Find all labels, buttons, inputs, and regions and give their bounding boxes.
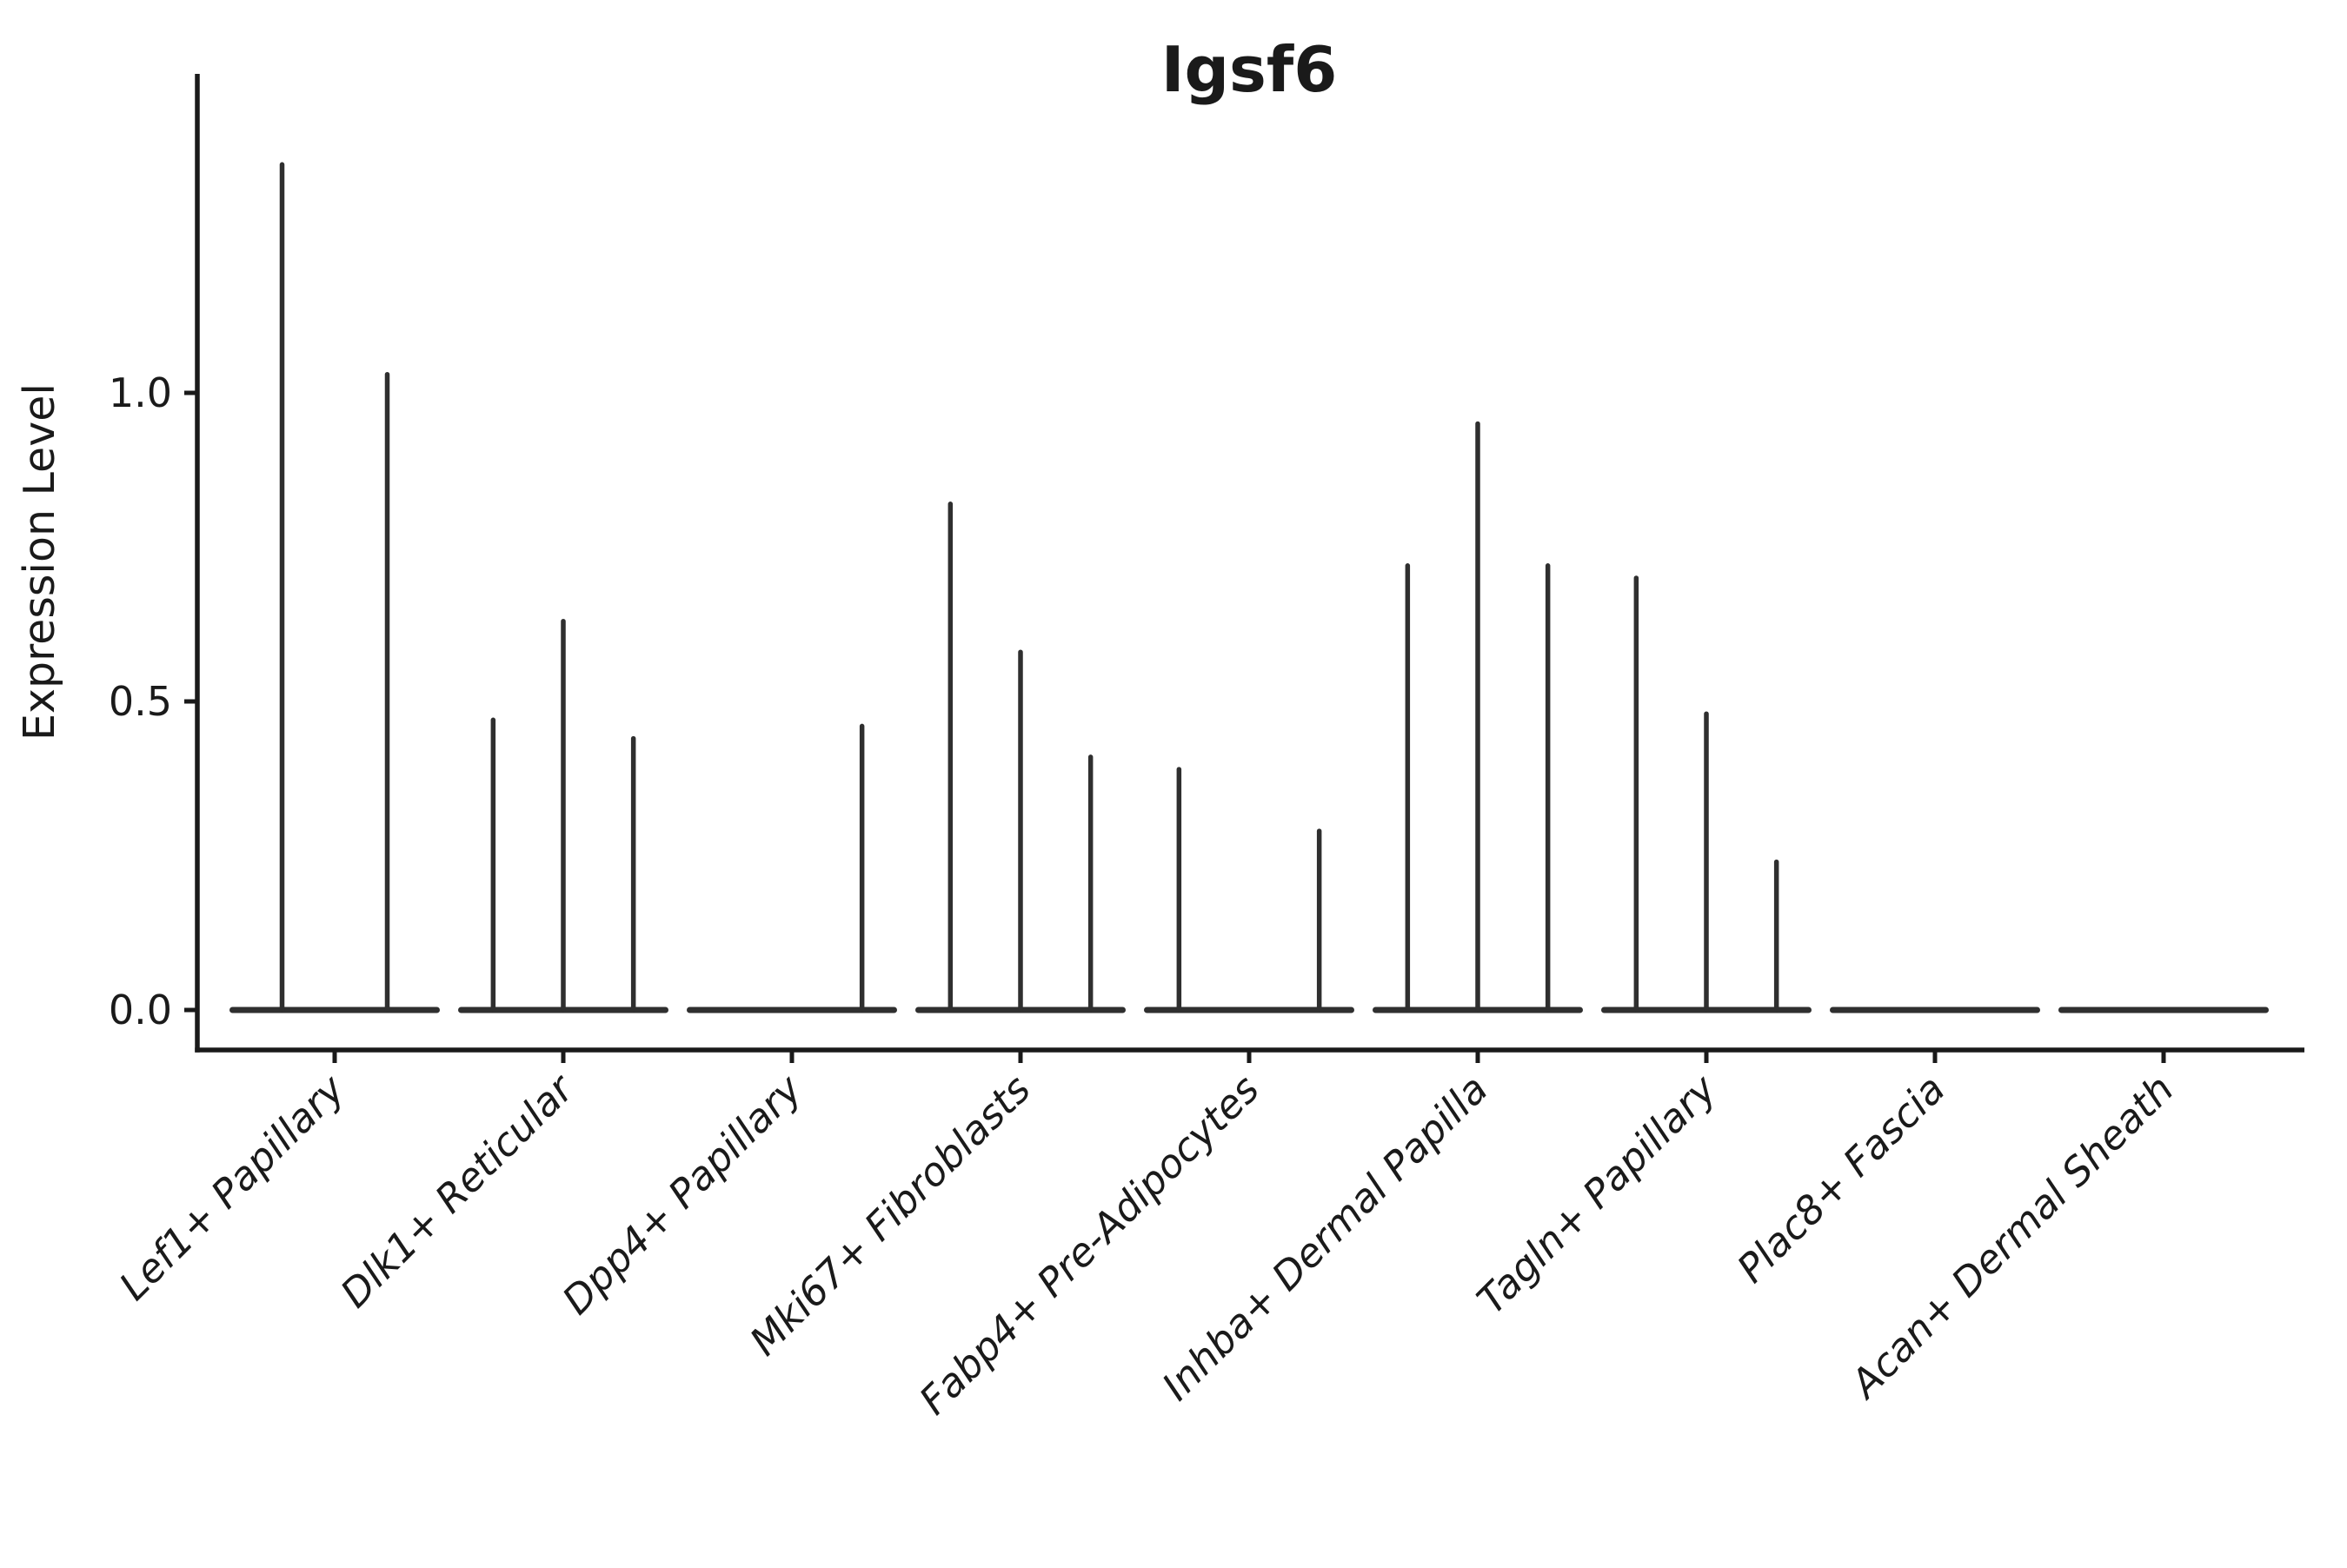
x-tick-label: Dlk1+ Reticular	[331, 1065, 583, 1317]
violin-category	[1601, 575, 1812, 1013]
chart-title: Igsf6	[1161, 33, 1338, 106]
violin-category	[687, 723, 897, 1013]
y-tick-label: 1.0	[109, 369, 172, 416]
y-tick-label: 0.5	[109, 678, 172, 725]
violin-category	[229, 162, 440, 1013]
violin-body	[229, 1007, 440, 1013]
x-tick-label: Dpp4+ Papillary	[554, 1065, 812, 1323]
violin-category	[1144, 767, 1354, 1013]
y-axis-label: Expression Level	[15, 383, 64, 741]
violin-body	[1144, 1007, 1354, 1013]
x-tick-label: Lef1+ Papillary	[110, 1065, 355, 1309]
violin-category	[2058, 1007, 2269, 1013]
violins	[229, 162, 2269, 1013]
violin-category	[1830, 1007, 2040, 1013]
violin-body	[687, 1007, 897, 1013]
violin-body	[2058, 1007, 2269, 1013]
violin-category	[458, 618, 668, 1013]
violin-category	[915, 502, 1126, 1013]
x-tick-label: Tagln+ Papillary	[1468, 1065, 1726, 1323]
x-tick-label: Plac8+ Fascia	[1728, 1066, 1954, 1292]
violin-body	[1830, 1007, 2040, 1013]
violin-category	[1373, 421, 1583, 1013]
y-tick-label: 0.0	[109, 987, 172, 1033]
